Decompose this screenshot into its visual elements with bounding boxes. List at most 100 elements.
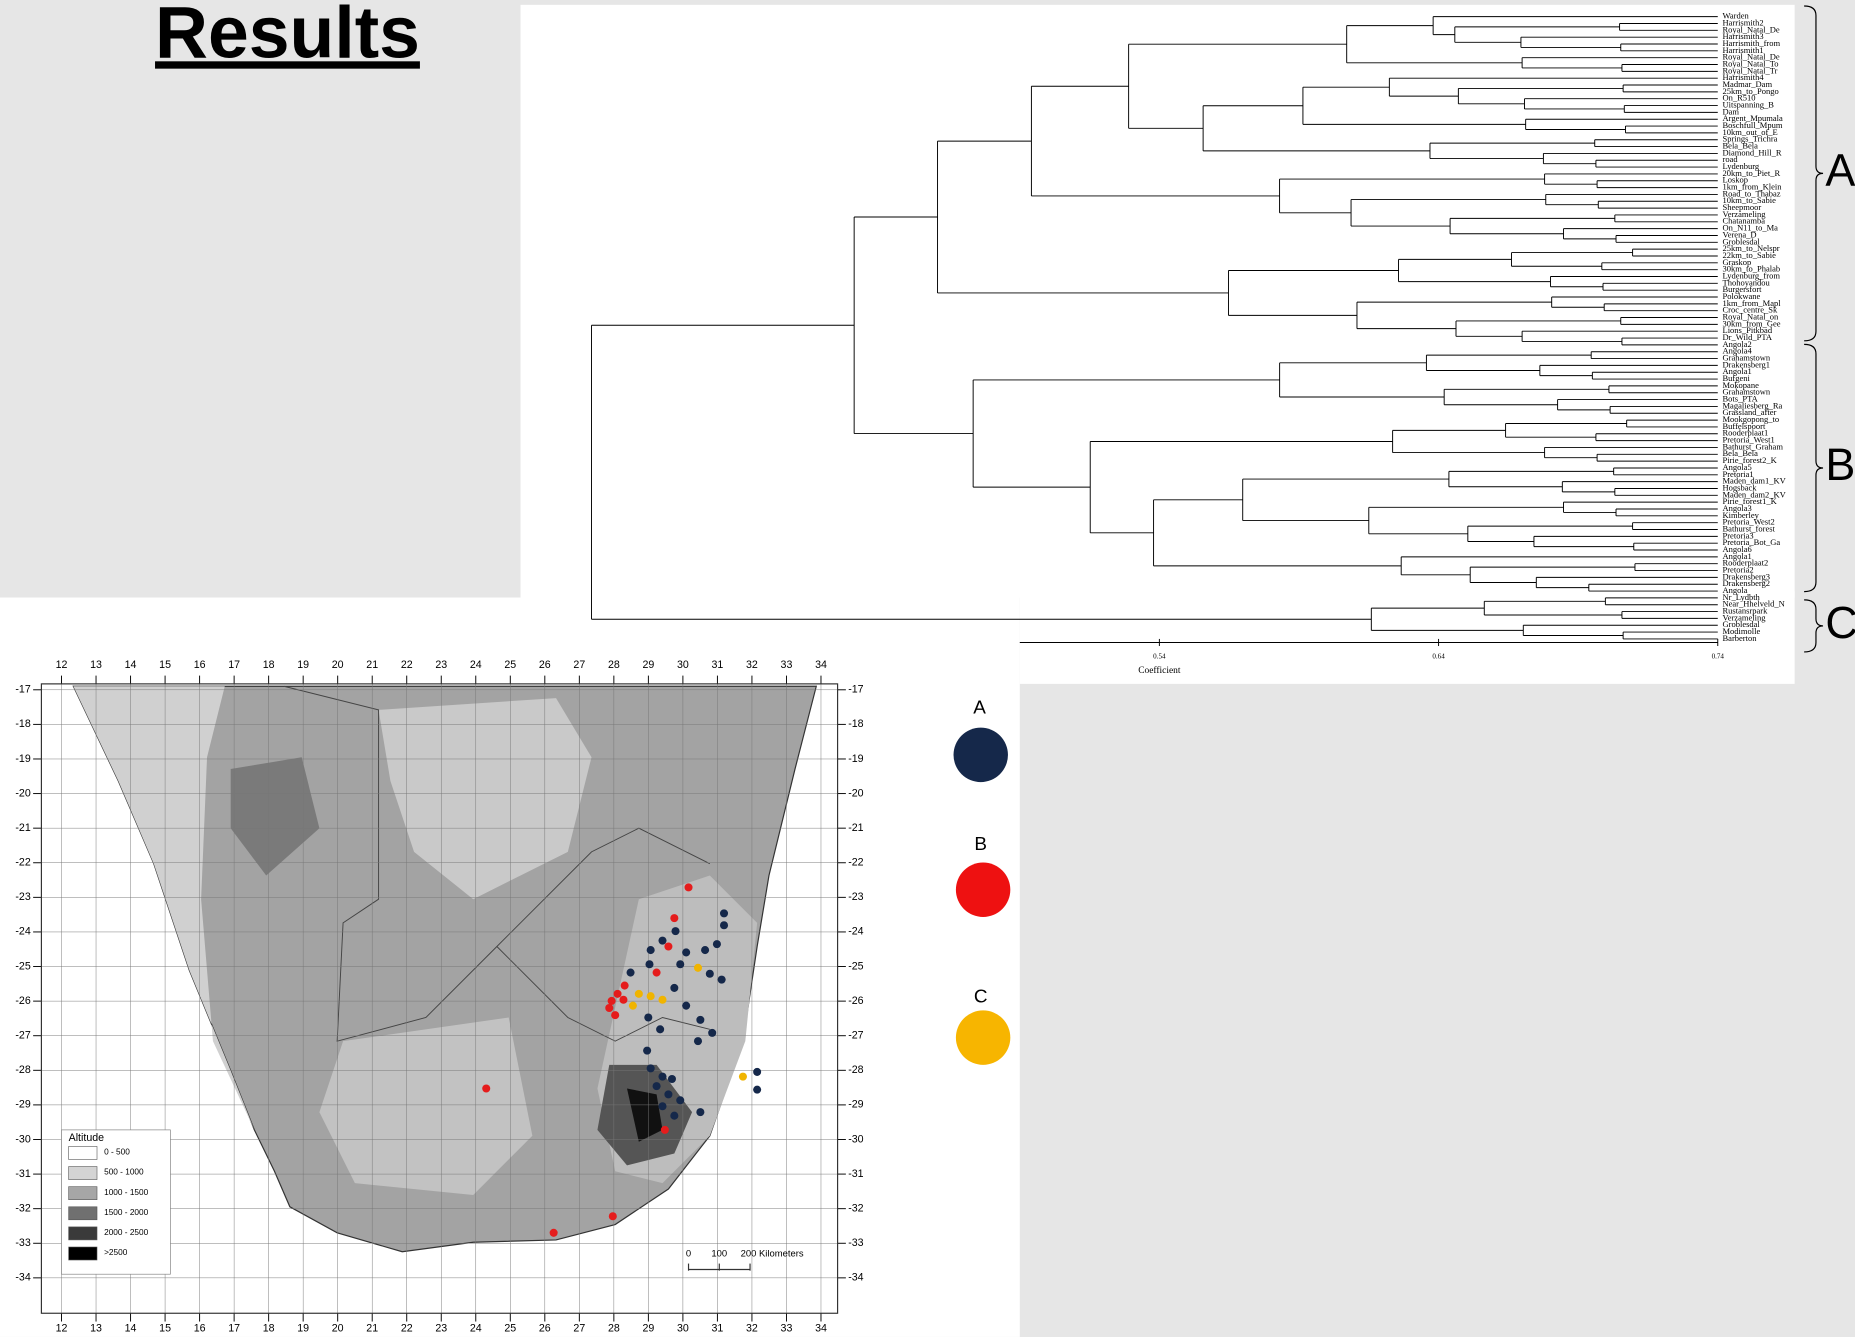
altitude-label: >2500 bbox=[104, 1248, 128, 1257]
site-dot bbox=[668, 1075, 676, 1083]
site-dot bbox=[608, 997, 616, 1005]
lon-tick-label: 24 bbox=[470, 1322, 482, 1334]
site-dot bbox=[658, 996, 666, 1004]
lon-tick-label: 19 bbox=[297, 1322, 309, 1334]
lat-tick-label: -27 bbox=[15, 1030, 30, 1042]
body: Results WardenHarrismith2Royal_Natal_DeH… bbox=[0, 0, 1855, 1337]
site-dot bbox=[676, 1096, 684, 1104]
lat-tick-label: -23 bbox=[848, 891, 863, 903]
site-dot bbox=[664, 942, 672, 950]
lat-tick-label: -26 bbox=[15, 995, 30, 1007]
lon-tick-label: 34 bbox=[815, 1322, 827, 1334]
lon-tick-label: 24 bbox=[470, 659, 482, 671]
lon-tick-label: 14 bbox=[125, 1322, 137, 1334]
site-dot bbox=[661, 1126, 669, 1134]
lat-tick-label: -28 bbox=[848, 1064, 863, 1076]
lon-tick-label: 34 bbox=[815, 659, 827, 671]
group-swatch bbox=[956, 1010, 1010, 1064]
axis-tick-label: 0.64 bbox=[1432, 652, 1445, 660]
site-dot bbox=[658, 937, 666, 945]
scale-label: 200 Kilometers bbox=[741, 1249, 804, 1260]
lon-tick-label: 12 bbox=[56, 659, 68, 671]
site-dot bbox=[713, 940, 721, 948]
site-dot bbox=[670, 914, 678, 922]
altitude-label: 1000 - 1500 bbox=[104, 1188, 149, 1197]
lat-tick-label: -26 bbox=[848, 995, 863, 1007]
lat-tick-label: -20 bbox=[15, 787, 30, 799]
scale-label: 100 bbox=[711, 1249, 727, 1260]
group-swatch bbox=[954, 728, 1008, 782]
lat-tick-label: -22 bbox=[15, 857, 30, 869]
site-dot bbox=[482, 1084, 490, 1092]
lon-tick-label: 32 bbox=[746, 1322, 758, 1334]
lon-tick-label: 27 bbox=[573, 1322, 585, 1334]
lat-tick-label: -18 bbox=[848, 718, 863, 730]
lon-tick-label: 32 bbox=[746, 659, 758, 671]
slide-title: Results bbox=[155, 0, 420, 73]
lat-tick-label: -32 bbox=[15, 1202, 30, 1214]
lon-tick-label: 30 bbox=[677, 659, 689, 671]
site-dot bbox=[739, 1073, 747, 1081]
site-dot bbox=[720, 921, 728, 929]
lon-tick-label: 18 bbox=[263, 659, 275, 671]
site-dot bbox=[753, 1068, 761, 1076]
site-dot bbox=[644, 1013, 652, 1021]
lon-tick-label: 22 bbox=[401, 659, 413, 671]
lon-tick-label: 23 bbox=[435, 1322, 447, 1334]
lon-tick-label: 16 bbox=[194, 659, 206, 671]
site-dot bbox=[627, 969, 635, 977]
site-dot bbox=[670, 984, 678, 992]
lon-tick-label: 19 bbox=[297, 659, 309, 671]
site-dot bbox=[670, 1112, 678, 1120]
axis-tick-label: 0.54 bbox=[1153, 652, 1166, 660]
site-dot bbox=[706, 970, 714, 978]
lat-tick-label: -24 bbox=[848, 926, 863, 938]
lat-tick-label: -28 bbox=[15, 1064, 30, 1076]
lon-tick-label: 13 bbox=[90, 659, 102, 671]
lat-tick-label: -30 bbox=[15, 1133, 30, 1145]
lat-tick-label: -19 bbox=[15, 753, 30, 765]
site-dot bbox=[701, 946, 709, 954]
lat-tick-label: -25 bbox=[848, 960, 863, 972]
lon-tick-label: 30 bbox=[677, 1322, 689, 1334]
site-dot bbox=[696, 1016, 704, 1024]
site-dot bbox=[658, 1073, 666, 1081]
lon-tick-label: 15 bbox=[159, 1322, 171, 1334]
altitude-swatch bbox=[69, 1187, 97, 1200]
site-dot bbox=[671, 927, 679, 935]
site-dot bbox=[647, 1064, 655, 1072]
dendrogram-panel bbox=[1020, 592, 1795, 684]
axis-tick-label: 0.74 bbox=[1712, 652, 1725, 660]
lat-tick-label: -32 bbox=[848, 1202, 863, 1214]
lat-tick-label: -31 bbox=[848, 1168, 863, 1180]
site-dot bbox=[685, 883, 693, 891]
site-dot bbox=[614, 990, 622, 998]
lat-tick-label: -18 bbox=[15, 718, 30, 730]
altitude-swatch bbox=[69, 1167, 97, 1180]
site-dot bbox=[694, 964, 702, 972]
site-dot bbox=[647, 946, 655, 954]
group-swatch bbox=[956, 863, 1010, 917]
lon-tick-label: 31 bbox=[712, 659, 724, 671]
lat-tick-label: -34 bbox=[15, 1272, 30, 1284]
lon-tick-label: 26 bbox=[539, 1322, 551, 1334]
altitude-label: 500 - 1000 bbox=[104, 1168, 144, 1177]
site-dot bbox=[696, 1108, 704, 1116]
lat-tick-label: -25 bbox=[15, 960, 30, 972]
site-dot bbox=[682, 1002, 690, 1010]
altitude-label: 1500 - 2000 bbox=[104, 1208, 149, 1217]
lat-tick-label: -22 bbox=[848, 857, 863, 869]
lon-tick-label: 31 bbox=[712, 1322, 724, 1334]
lat-tick-label: -30 bbox=[848, 1133, 863, 1145]
lon-tick-label: 18 bbox=[263, 1322, 275, 1334]
altitude-swatch bbox=[69, 1146, 97, 1159]
lat-tick-label: -20 bbox=[848, 787, 863, 799]
group-label: B bbox=[974, 834, 987, 855]
axis-title: Coefficient bbox=[1138, 665, 1181, 676]
lon-tick-label: 20 bbox=[332, 659, 344, 671]
lat-tick-label: -31 bbox=[15, 1168, 30, 1180]
lon-tick-label: 17 bbox=[228, 1322, 240, 1334]
site-dot bbox=[645, 960, 653, 968]
altitude-legend-title: Altitude bbox=[69, 1132, 105, 1144]
site-dot bbox=[708, 1029, 716, 1037]
